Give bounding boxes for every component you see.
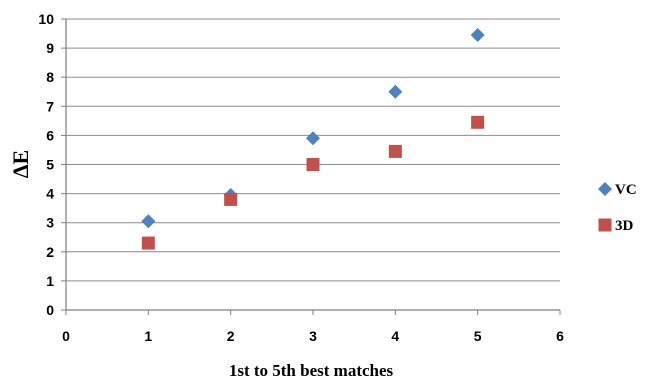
y-tick-label: 4 bbox=[46, 186, 54, 202]
y-tick-label: 5 bbox=[46, 157, 54, 173]
data-point-vc bbox=[470, 28, 485, 43]
y-tick-label: 1 bbox=[46, 273, 54, 289]
y-tick-labels: 0 1 2 3 4 5 6 7 8 9 10 bbox=[38, 11, 54, 318]
data-point-3d bbox=[141, 236, 155, 250]
y-tick-label: 8 bbox=[46, 69, 54, 85]
data-point-vc bbox=[306, 131, 320, 146]
legend-marker-3d bbox=[598, 218, 612, 232]
y-tick-label: 0 bbox=[46, 302, 54, 318]
x-tick-label: 5 bbox=[474, 328, 482, 344]
data-point-3d bbox=[388, 144, 402, 158]
x-tick-labels: 0 1 2 3 4 5 6 bbox=[62, 328, 564, 344]
data-point-3d bbox=[224, 192, 238, 206]
y-tick-label: 10 bbox=[38, 11, 54, 27]
y-tick-label: 9 bbox=[46, 40, 54, 56]
x-tick-label: 4 bbox=[391, 328, 399, 344]
y-axis-title: ΔE bbox=[8, 150, 33, 178]
legend-marker-vc bbox=[598, 182, 612, 196]
y-tick-label: 7 bbox=[46, 98, 54, 114]
data-point-3d bbox=[471, 115, 485, 129]
x-axis-title: 1st to 5th best matches bbox=[229, 361, 394, 377]
data-point-vc bbox=[388, 84, 403, 99]
legend: VC 3D bbox=[598, 182, 637, 234]
gridlines bbox=[66, 18, 560, 282]
x-tick-label: 2 bbox=[227, 328, 235, 344]
data-point-vc bbox=[141, 214, 156, 229]
axes bbox=[61, 18, 561, 315]
x-tick-label: 3 bbox=[309, 328, 317, 344]
data-point-3d bbox=[306, 158, 320, 171]
data-points bbox=[141, 28, 485, 250]
legend-label-vc: VC bbox=[615, 182, 637, 198]
legend-label-3d: 3D bbox=[615, 218, 634, 234]
y-tick-label: 3 bbox=[46, 215, 54, 231]
x-tick-label: 0 bbox=[62, 328, 70, 344]
x-tick-label: 1 bbox=[144, 328, 152, 344]
y-tick-label: 2 bbox=[46, 244, 54, 260]
y-tick-label: 6 bbox=[46, 127, 54, 143]
x-tick-label: 6 bbox=[556, 328, 564, 344]
